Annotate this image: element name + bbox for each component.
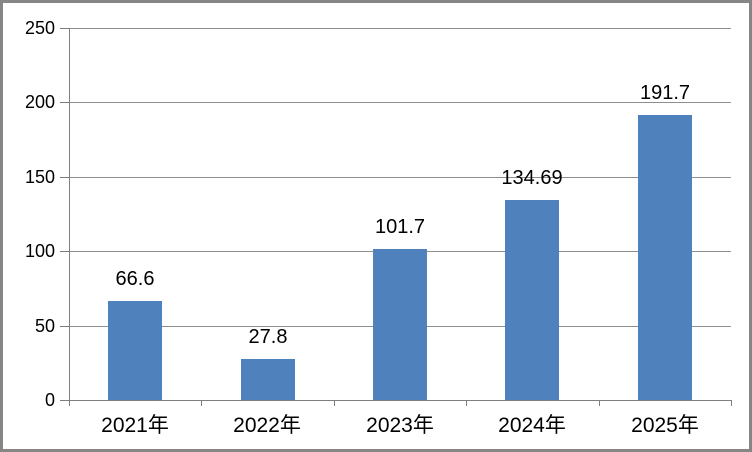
y-axis-label: 200 [24,92,55,112]
bar-value-label: 66.6 [115,268,155,290]
x-axis-tick [599,400,600,406]
bar-value-label: 101.7 [374,216,426,238]
gridline [69,177,731,178]
x-axis-tick [334,400,335,406]
y-axis-line [69,28,70,401]
y-axis-tick [60,400,69,401]
y-axis-tick [60,177,69,178]
bar-2022 [241,359,295,400]
gridline [69,102,731,103]
x-axis-label: 2023年 [366,414,434,437]
y-axis-label: 0 [44,390,55,410]
x-axis-tick [466,400,467,406]
y-axis-label: 150 [24,167,55,187]
bar-2024 [505,200,559,400]
x-axis-label: 2021年 [101,414,169,437]
gridline [69,28,731,29]
x-axis-tick [731,400,732,406]
y-axis-tick [60,251,69,252]
y-axis-tick [60,326,69,327]
x-axis-label: 2024年 [498,414,566,437]
bar-value-label: 134.69 [501,167,563,189]
x-axis-label: 2022年 [233,414,301,437]
plot-area: 0 50 100 150 200 250 66.6 2021年 27.8 2022年 101.7 20… [3,3,749,449]
x-axis-tick [201,400,202,406]
bar-2021 [108,301,162,400]
y-axis-tick [60,102,69,103]
y-axis-tick [60,28,69,29]
bar-value-label: 191.7 [639,82,691,104]
x-axis-tick [69,400,70,406]
y-axis-label: 250 [24,18,55,38]
bar-2025 [638,115,692,400]
x-axis-label: 2025年 [631,414,699,437]
y-axis-label: 50 [34,316,55,336]
bar-value-label: 27.8 [248,326,288,348]
bar-2023 [373,249,427,400]
x-axis-line [69,400,731,401]
y-axis-label: 100 [24,241,55,261]
